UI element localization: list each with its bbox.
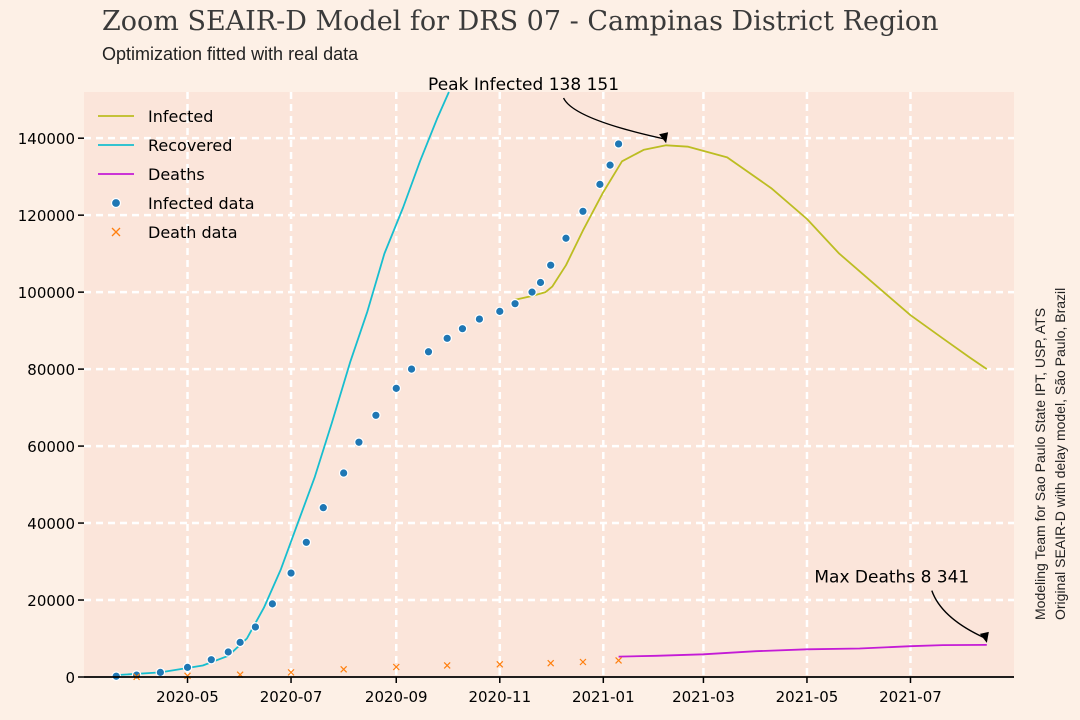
infected-data-point <box>235 637 245 648</box>
infected-data-point <box>338 468 349 478</box>
annotation-label: Max Deaths 8 341 <box>814 568 969 588</box>
legend-item: Death data <box>111 223 238 242</box>
infected-data-point <box>595 179 605 190</box>
credit-line-1: Modeling Team for Sao Paulo State IPT, U… <box>1032 307 1048 620</box>
series-line-recovered <box>116 91 450 676</box>
grid <box>84 92 1014 677</box>
x-tick-label: 2021-01 <box>572 688 635 706</box>
infected-data-point <box>578 206 588 217</box>
infected-data-point <box>545 260 556 270</box>
legend-item: Deaths <box>98 165 205 184</box>
legend: Infected Recovered Deaths Infected data Deat… <box>98 107 255 242</box>
x-tick-label: 2020-09 <box>365 688 428 706</box>
y-tick-label: 40000 <box>27 515 75 533</box>
death-data-point <box>443 662 451 669</box>
legend-label: Infected <box>148 107 213 126</box>
x-tick-label: 2021-07 <box>879 688 942 706</box>
infected-data-point <box>286 568 296 578</box>
death-data-point <box>287 668 295 676</box>
x-tick-label: 2020-07 <box>260 688 323 706</box>
infected-data-point <box>267 599 278 609</box>
series-line-deaths <box>618 644 987 658</box>
infected-data-point <box>206 654 217 665</box>
x-tick-label: 2020-05 <box>156 688 219 706</box>
x-tick-label: 2021-05 <box>776 688 839 706</box>
legend-label: Death data <box>148 223 238 242</box>
infected-data-point <box>301 537 312 548</box>
infected-data-point <box>223 647 234 657</box>
series-layer <box>111 91 988 682</box>
infected-data-point <box>182 662 193 673</box>
infected-data-point <box>442 333 452 344</box>
infected-data-point <box>510 298 520 309</box>
infected-data-point <box>613 139 624 149</box>
x-tick-label: 2021-03 <box>672 688 735 706</box>
death-data-point <box>392 663 400 671</box>
legend-label: Deaths <box>148 165 205 184</box>
infected-data-point <box>561 233 571 244</box>
infected-data-point <box>494 306 505 317</box>
death-data-point <box>496 660 504 668</box>
death-data-point <box>615 657 623 664</box>
legend-label: Recovered <box>148 136 232 155</box>
annotation-arrowhead <box>979 631 989 643</box>
y-tick-label: 120000 <box>18 207 75 225</box>
infected-data-point <box>131 670 142 680</box>
y-tick-label: 0 <box>65 669 75 687</box>
credit-line-2: Original SEAIR-D with delay model, São P… <box>1052 287 1068 620</box>
legend-item: Recovered <box>98 136 232 155</box>
y-tick-label: 20000 <box>27 592 75 610</box>
infected-data-point <box>391 383 402 394</box>
annotation-arrowhead <box>659 132 669 144</box>
chart-subtitle: Optimization fitted with real data <box>102 44 359 64</box>
legend-item: Infected <box>98 107 213 126</box>
infected-data-point <box>423 346 434 357</box>
annotation-arrow <box>562 97 667 140</box>
infected-data-point <box>155 667 166 678</box>
infected-data-point <box>354 437 364 448</box>
infected-data-point <box>457 323 468 334</box>
annotations: Peak Infected 138 151 Max Deaths 8 341 <box>428 75 989 643</box>
infected-data-point <box>605 160 615 170</box>
infected-data-point <box>406 364 417 374</box>
infected-data-point <box>318 502 329 513</box>
y-tick-label: 140000 <box>18 130 75 148</box>
y-tick-label: 100000 <box>18 284 75 302</box>
legend-label: Infected data <box>148 194 255 213</box>
annotation-label: Peak Infected 138 151 <box>428 75 619 95</box>
annotation-arrow <box>931 590 988 640</box>
infected-data-point <box>371 410 381 421</box>
axes: 0 20000 40000 60000 80000 100000 120000 140000 2… <box>18 130 1014 706</box>
death-data-point <box>547 659 555 667</box>
infected-data-point <box>250 622 261 632</box>
legend-swatch <box>111 227 121 237</box>
credit-block: Modeling Team for Sao Paulo State IPT, U… <box>1032 94 1072 674</box>
infected-data-point <box>535 277 546 288</box>
infected-data-point <box>474 314 485 324</box>
legend-item: Infected data <box>110 194 255 213</box>
series-line-infected <box>514 144 988 370</box>
infected-data-point <box>527 287 537 297</box>
x-tick-label: 2020-11 <box>468 688 531 706</box>
y-tick-label: 60000 <box>27 438 75 456</box>
chart-title: Zoom SEAIR-D Model for DRS 07 - Campinas… <box>102 6 939 37</box>
plot-area <box>84 92 1014 677</box>
death-data-point <box>340 665 348 673</box>
death-data-point <box>579 658 587 666</box>
legend-swatch <box>110 197 122 209</box>
y-tick-label: 80000 <box>27 361 75 379</box>
